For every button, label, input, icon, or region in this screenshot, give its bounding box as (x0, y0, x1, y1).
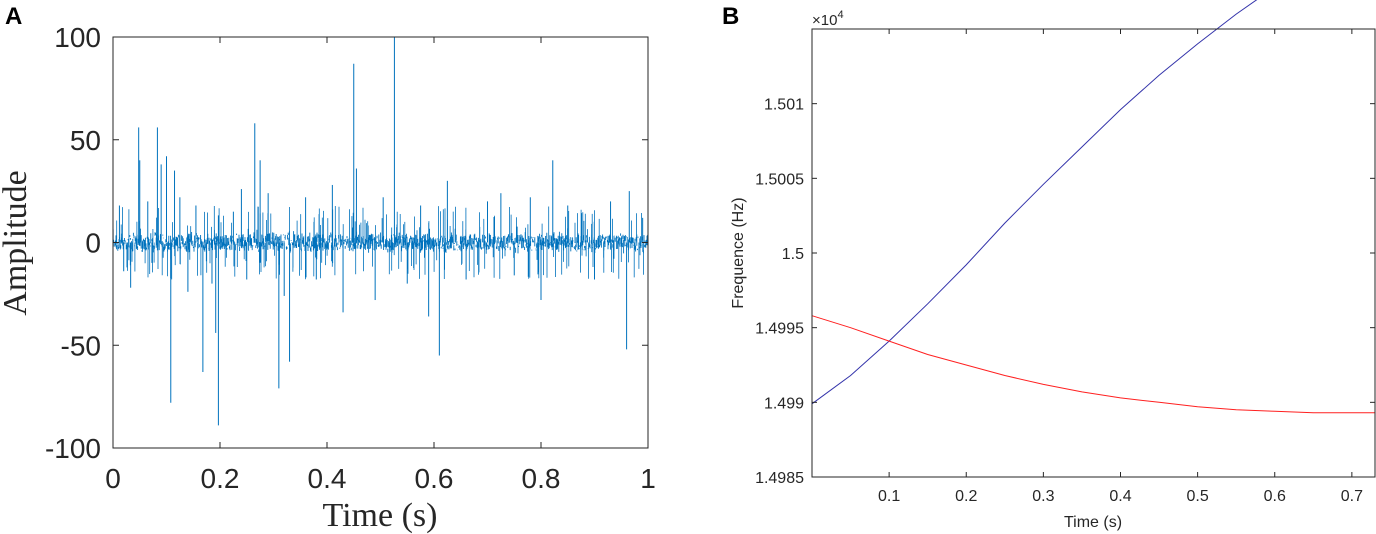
chart-b-x-tick-label: 0.7 (1341, 488, 1363, 505)
chart-b-x-label: Time (s) (1064, 514, 1122, 531)
chart-b-y-multiplier-base: ×10 (812, 12, 837, 29)
chart-b-y-tick-label: 1.501 (764, 97, 804, 114)
panel-b-letter: B (722, 3, 739, 30)
chart-a-x-tick-label: 0 (105, 463, 121, 494)
chart-b-y-tick-label: 1.4995 (755, 321, 804, 338)
chart-b-x-tick-label: 0.4 (1109, 488, 1131, 505)
chart-a-y-label: Amplitude (0, 170, 34, 315)
chart-b-y-tick-label: 1.5 (782, 246, 804, 263)
chart-b-y-ticks: 1.4985 1.499 1.4995 1.5 1.5005 1.501 (755, 97, 1375, 487)
chart-b-series-2-line (811, 315, 1375, 414)
chart-a-y-tick-label: 50 (70, 125, 101, 156)
chart-a: 0 0.2 0.4 0.6 0.8 1 100 50 0 -50 -100 Time (s) Am… (0, 22, 656, 534)
chart-a-minor-spikes (112, 206, 644, 280)
chart-b-y-multiplier-exp: 4 (837, 9, 843, 21)
chart-b-axes-box (811, 28, 1376, 478)
chart-b-y-tick-label: 1.4985 (755, 470, 804, 487)
chart-b-series-1-line (811, 0, 1258, 405)
chart-b-x-tick-label: 0.1 (878, 488, 900, 505)
chart-b-y-label: Frequence (Hz) (730, 197, 747, 308)
chart-a-x-tick-label: 0.4 (308, 463, 347, 494)
chart-a-y-ticks: 100 50 0 -50 -100 (45, 22, 648, 464)
chart-a-y-tick-label: 0 (85, 228, 101, 259)
chart-b: 0.1 0.2 0.3 0.4 0.5 0.6 0.7 1.49851.4991.49951… (730, 0, 1376, 531)
chart-a-x-tick-label: 1 (640, 463, 656, 494)
chart-a-x-tick-label: 0.2 (201, 463, 240, 494)
chart-a-x-ticks: 0 0.2 0.4 0.6 0.8 1 (105, 37, 656, 494)
chart-a-y-tick-label: 100 (54, 22, 101, 53)
chart-b-x-tick-label: 0.2 (955, 488, 977, 505)
chart-b-y-tick-label: 1.5005 (755, 171, 804, 188)
chart-a-signal (112, 37, 649, 426)
panel-a-letter: A (5, 3, 22, 30)
chart-a-x-tick-label: 0.8 (522, 463, 561, 494)
chart-b-y-multiplier: ×104 (812, 9, 844, 29)
chart-a-y-tick-label: -100 (45, 433, 101, 464)
chart-b-x-tick-label: 0.3 (1032, 488, 1054, 505)
chart-a-x-label: Time (s) (323, 497, 438, 534)
chart-b-x-ticks: 0.1 0.2 0.3 0.4 0.5 0.6 0.7 (878, 29, 1363, 505)
chart-a-x-tick-label: 0.6 (415, 463, 454, 494)
chart-b-x-tick-label: 0.6 (1264, 488, 1286, 505)
chart-a-y-tick-label: -50 (61, 330, 101, 361)
chart-b-x-tick-label: 0.5 (1186, 488, 1208, 505)
chart-b-lines (811, 0, 1375, 414)
chart-b-y-tick-label: 1.499 (764, 395, 804, 412)
